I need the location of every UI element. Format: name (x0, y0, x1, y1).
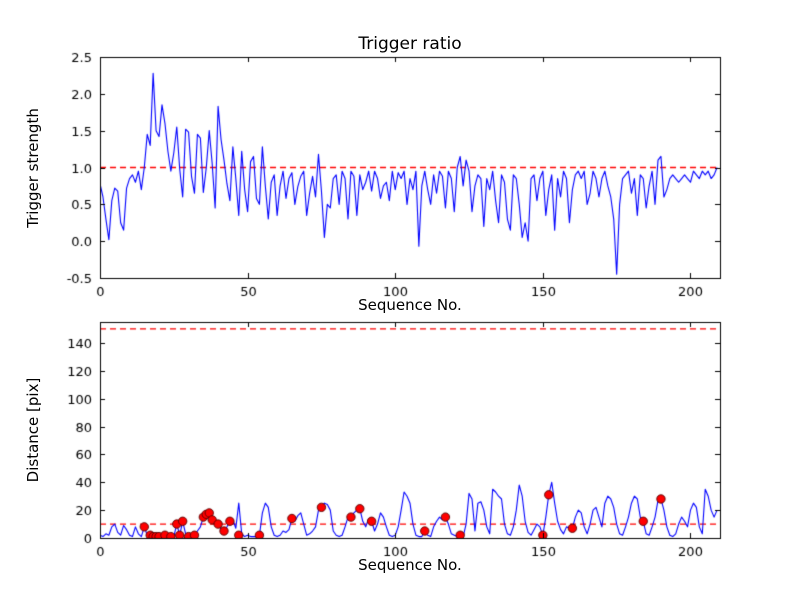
chart-title: Trigger ratio (358, 34, 462, 54)
bottom-y-axis-label: Distance [pix] (24, 377, 42, 483)
top-x-axis-label: Sequence No. (358, 296, 462, 314)
bottom-x-axis-label: Sequence No. (358, 556, 462, 574)
top-y-axis-label: Trigger strength (24, 108, 42, 228)
